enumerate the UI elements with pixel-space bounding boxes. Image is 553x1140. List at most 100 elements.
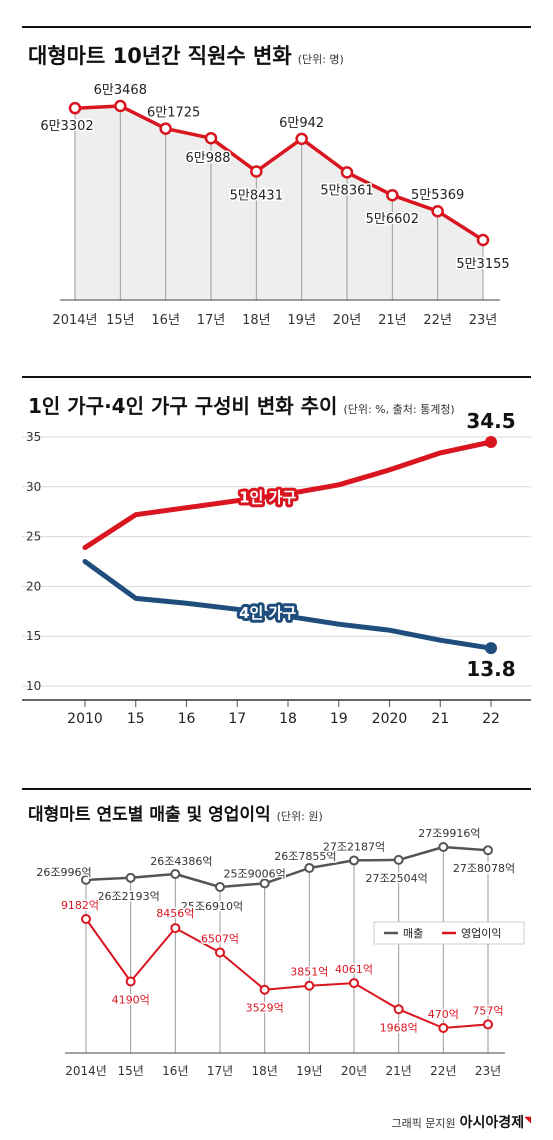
revenue-point [304, 862, 315, 873]
section-rule-households [22, 376, 531, 378]
sales-x-tick: 23년 [475, 1064, 501, 1078]
employees-x-tick: 20년 [333, 313, 362, 328]
sales-x-tick: 18년 [252, 1064, 278, 1078]
employees-data-label: 5만3155 [456, 257, 509, 272]
sales-unit: (단위: 원) [276, 810, 323, 823]
employees-x-tick: 23년 [469, 313, 498, 328]
revenue-point [349, 855, 359, 866]
revenue-data-label: 26조996억 [36, 866, 91, 879]
households-x-tick: 19 [330, 711, 348, 727]
revenue-data-label: 27조2504억 [366, 872, 428, 885]
employees-x-tick: 15년 [106, 313, 135, 328]
profit-data-label: 3529억 [246, 1002, 284, 1015]
profit-point [483, 1019, 493, 1030]
legend-label-profit: 영업이익 [461, 927, 501, 940]
employees-point [68, 101, 82, 115]
revenue-point [81, 874, 91, 885]
credit-line: 그래픽 문지원 아시아경제◥ [391, 1112, 531, 1132]
four-person-series-label: 4인 가구 [239, 604, 296, 622]
households-y-tick: 35 [26, 430, 41, 444]
profit-data-label: 6507억 [201, 932, 239, 945]
revenue-data-label: 25조6910억 [181, 900, 243, 913]
revenue-point [215, 882, 225, 892]
sales-x-tick: 15년 [118, 1064, 144, 1078]
employees-data-label: 6만942 [279, 116, 324, 131]
households-x-tick: 2010 [67, 711, 103, 727]
section-rule-sales [22, 788, 531, 790]
profit-data-label: 4061억 [335, 963, 373, 976]
households-x-tick: 15 [127, 711, 145, 727]
employees-x-tick: 16년 [151, 313, 180, 328]
households-y-tick: 20 [26, 579, 41, 593]
profit-point [215, 947, 225, 958]
four-person-end-label: 13.8 [466, 657, 515, 681]
profit-data-label: 757억 [472, 1004, 503, 1017]
employees-point [114, 99, 127, 113]
households-y-tick: 30 [26, 480, 41, 494]
revenue-data-label: 26조2193억 [98, 890, 160, 903]
employees-title-text: 대형마트 10년간 직원수 변화 [28, 44, 292, 68]
credit-prefix: 그래픽 문지원 [391, 1117, 456, 1130]
profit-point [393, 1004, 404, 1015]
employees-data-label: 6만1725 [147, 106, 200, 121]
one-person-end-label: 34.5 [466, 409, 515, 433]
one-person-end-point [485, 435, 497, 448]
employees-x-tick: 21년 [378, 313, 407, 328]
employees-area [75, 106, 483, 300]
households-x-tick: 16 [178, 711, 196, 727]
four-person-end-point [485, 642, 497, 655]
sales-title-text: 대형마트 연도별 매출 및 영업이익 [28, 805, 271, 825]
legend-label-revenue: 매출 [403, 927, 423, 940]
profit-point [81, 914, 91, 924]
revenue-data-label: 26조4386억 [150, 855, 212, 868]
profit-point [349, 978, 359, 989]
employees-data-label: 6만3468 [94, 83, 147, 98]
employees-point [204, 131, 218, 145]
profit-data-label: 3851억 [290, 966, 328, 979]
employees-x-tick: 22년 [423, 313, 452, 328]
profit-data-label: 8456억 [156, 907, 194, 920]
employees-point [250, 165, 263, 178]
employees-point [476, 233, 490, 247]
employees-point [159, 122, 172, 135]
revenue-point [438, 842, 449, 852]
profit-point [259, 984, 270, 995]
profit-series-line [85, 918, 489, 1029]
revenue-data-label: 27조2187억 [323, 840, 385, 853]
profit-point [304, 980, 315, 991]
employees-data-label: 5만8431 [230, 188, 283, 203]
households-x-tick: 18 [279, 711, 297, 727]
revenue-data-label: 27조9916억 [418, 827, 480, 840]
one-person-series-label: 1인 가구 [239, 488, 296, 506]
revenue-point [170, 869, 181, 880]
profit-data-label: 1968억 [380, 1021, 418, 1034]
employees-point [431, 204, 444, 218]
households-x-tick: 22 [482, 711, 500, 727]
sales-x-tick: 19년 [296, 1064, 322, 1078]
brand-mark-icon: ◥ [524, 1115, 531, 1126]
households-unit: (단위: %, 출처: 통계청) [343, 403, 455, 416]
profit-point [170, 923, 181, 934]
profit-data-label: 470억 [428, 1008, 459, 1021]
employees-data-label: 5만5369 [411, 188, 464, 203]
employees-x-tick: 18년 [242, 313, 271, 328]
employees-data-label: 5만8361 [320, 183, 373, 198]
sales-x-tick: 22년 [430, 1064, 456, 1078]
employees-x-tick: 19년 [287, 313, 316, 328]
households-chart-title: 1인 가구·4인 가구 구성비 변화 추이 (단위: %, 출처: 통계청) [28, 390, 455, 419]
employees-series-line [74, 104, 484, 242]
households-x-tick: 21 [431, 711, 449, 727]
profit-data-label: 4190억 [112, 993, 150, 1006]
employees-data-label: 5만6602 [366, 212, 419, 227]
households-y-tick: 10 [26, 679, 41, 693]
credit-brand: 아시아경제 [459, 1115, 525, 1131]
sales-x-tick: 17년 [207, 1064, 233, 1078]
households-y-tick: 25 [26, 530, 41, 544]
households-title-text: 1인 가구·4인 가구 구성비 변화 추이 [28, 394, 338, 418]
employees-x-tick: 17년 [197, 313, 226, 328]
profit-point [438, 1023, 449, 1033]
sales-chart-title: 대형마트 연도별 매출 및 영업이익 (단위: 원) [28, 800, 323, 825]
revenue-point [483, 845, 493, 856]
households-y-tick: 15 [26, 629, 41, 643]
